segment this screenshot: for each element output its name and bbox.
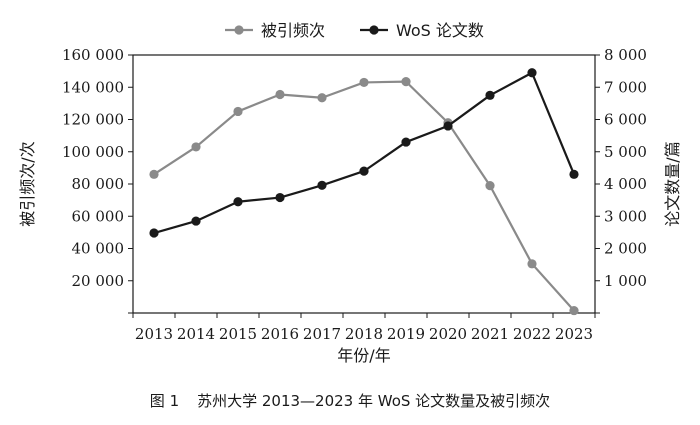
series-1-point	[569, 169, 579, 179]
right-y-tick-label: 4 000	[604, 175, 647, 193]
series-0-point	[233, 106, 243, 117]
series-line-0	[153, 80, 575, 312]
left-y-tick-label: 120 000	[62, 111, 124, 129]
x-tick-label: 2019	[387, 325, 425, 343]
left-y-tick-label: 80 000	[72, 175, 125, 193]
series-line-1	[153, 71, 576, 235]
figure-caption: 图 1 苏州大学 2013—2023 年 WoS 论文数量及被引频次	[0, 390, 700, 411]
x-tick-label: 2018	[345, 325, 383, 343]
series-1-point	[443, 121, 453, 131]
caption-text: 苏州大学 2013—2023 年 WoS 论文数量及被引频次	[197, 392, 551, 410]
series-1-point	[485, 90, 495, 100]
x-tick-label: 2023	[555, 325, 593, 343]
x-tick-label: 2022	[513, 325, 551, 343]
x-tick-label: 2021	[471, 325, 509, 343]
series-0-point	[569, 305, 579, 316]
series-0-point	[359, 77, 369, 88]
series-0-point	[485, 181, 495, 191]
plot-frame	[132, 54, 596, 314]
right-y-tick-label: 2 000	[604, 240, 647, 258]
series-1-point	[191, 216, 201, 226]
line-chart: 20 000 40 000 60 000 80 000 100 000 120 000 14…	[18, 21, 682, 365]
series-1-point	[233, 197, 243, 207]
left-y-tick-label: 20 000	[72, 272, 125, 290]
right-y-axis-title: 论文数量/篇	[663, 141, 682, 226]
x-tick-label: 2015	[219, 325, 257, 343]
caption-label: 图 1	[149, 392, 180, 410]
series-0-point	[149, 169, 159, 179]
series-0-point	[191, 142, 201, 152]
series-0-point	[317, 93, 327, 103]
left-y-axis-title: 被引频次/次	[18, 141, 37, 226]
series-1-point	[527, 68, 537, 78]
x-axis-title: 年份/年	[337, 346, 390, 365]
series-1-point	[359, 166, 369, 176]
right-y-tick-label: 5 000	[604, 143, 647, 161]
x-tick-label: 2016	[261, 325, 299, 343]
series-1-point	[275, 192, 285, 203]
series-1-point	[401, 137, 411, 147]
right-y-tick-label: 6 000	[604, 111, 647, 129]
legend-marker-0	[234, 25, 244, 35]
series-1-point	[317, 180, 327, 190]
left-y-tick-label: 100 000	[62, 143, 124, 161]
right-y-tick-label: 8 000	[604, 46, 647, 64]
series-0-point	[527, 259, 537, 269]
x-tick-label: 2020	[429, 325, 467, 343]
left-y-tick-label: 40 000	[72, 240, 125, 258]
right-y-tick-label: 3 000	[604, 207, 647, 225]
right-y-tick-label: 7 000	[604, 78, 647, 96]
series-0-point	[275, 89, 285, 100]
left-y-tick-label: 60 000	[72, 207, 125, 225]
left-y-tick-label: 140 000	[62, 78, 124, 96]
legend-label-0: 被引频次	[261, 21, 325, 40]
left-y-tick-label: 160 000	[62, 46, 124, 64]
series-1-point	[149, 228, 159, 238]
x-tick-label: 2017	[303, 325, 341, 343]
legend-label-1: WoS 论文数	[396, 21, 484, 40]
right-y-tick-label: 1 000	[604, 272, 647, 290]
series-0-point	[401, 77, 411, 87]
x-tick-label: 2014	[177, 325, 215, 343]
legend-marker-1	[369, 25, 379, 35]
x-tick-label: 2013	[135, 325, 173, 343]
